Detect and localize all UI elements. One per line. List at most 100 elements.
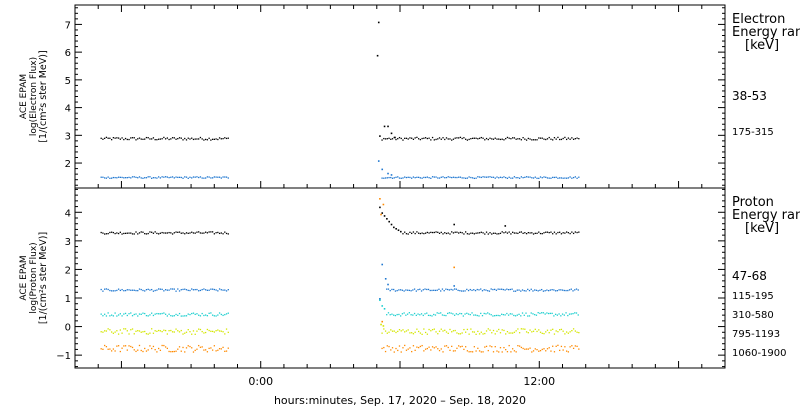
proton-series-1060-1900-point [513,350,516,352]
proton-series-795-1193-point [538,329,540,331]
proton-series-115-195-point [516,289,518,291]
proton-series-310-580-point [495,314,498,317]
proton-series-795-1193-point [194,333,196,335]
proton-series-115-195-point [541,288,543,291]
electron-ylabel-line: ACE EPAM [19,74,29,119]
proton-series-310-580-point [196,313,198,315]
proton-series-795-1193-point [211,330,214,333]
electron-series-175-315-point [199,176,202,178]
proton-series-795-1193-point [100,331,102,333]
proton-series-1060-1900-point [192,351,195,353]
proton-series-310-580-point [413,312,416,315]
proton-series-310-580-point [205,314,207,316]
proton-series-47-68-point [182,232,184,234]
proton-series-47-68-point [191,231,193,233]
proton-series-310-580-point [170,315,172,317]
proton-series-310-580-point [488,313,491,315]
electron-series-38-53-point [203,139,205,141]
electron-series-175-315-point [180,176,182,179]
proton-series-795-1193-point [220,330,222,332]
electron-series-38-53-point [177,137,179,140]
electron-series-38-53-point [421,137,423,140]
proton-series-1060-1900-point [518,345,521,347]
proton-series-1060-1900-point [201,346,203,348]
electron-series-175-315-point [201,177,203,179]
proton-series-115-195-point [490,288,492,290]
electron-series-38-53-point [546,138,549,140]
proton-legend-title: Proton [732,195,774,210]
electron-series-175-315-point [578,176,580,178]
proton-series-47-68-point [536,232,538,235]
proton-series-1060-1900-point [144,347,146,350]
proton-series-1060-1900-point [517,345,519,347]
proton-series-47-68-point [145,233,148,235]
proton-series-115-195-point [187,289,189,292]
proton-series-115-195-point [424,288,426,290]
proton-series-47-68-point [201,232,203,234]
proton-series-115-195-point [469,288,471,291]
proton-series-115-195-point [429,289,431,292]
proton-series-1060-1900-point [529,347,531,349]
proton-series-795-1193-point [494,333,496,335]
proton-series-310-580-point [144,312,146,315]
proton-series-47-68-point [518,231,521,233]
proton-series-1060-1900-point [522,347,524,350]
proton-series-115-195-point [544,290,546,292]
proton-series-310-580-point [445,314,447,317]
electron-series-38-53-point [100,137,102,139]
proton-series-310-580-point [135,313,137,315]
proton-series-115-195-point [177,288,179,290]
proton-series-115-195-point [192,289,195,291]
proton-series-47-68-point [133,233,135,235]
proton-series-115-195-point [142,289,144,292]
proton-series-310-580-point [420,313,423,315]
electron-series-175-315-point [117,176,120,178]
proton-series-310-580-point [565,312,567,314]
proton-series-47-68-point [445,232,448,235]
electron-series-38-53-point [411,137,413,139]
proton-series-115-195-point [433,289,435,291]
proton-series-115-195-point [116,289,118,292]
electron-series-175-315-point [461,177,463,179]
proton-series-47-68-point [538,231,540,233]
proton-series-310-580-point [499,315,501,317]
proton-series-795-1193-point [576,331,578,333]
electron-series-38-53-point [503,139,505,141]
proton-series-1060-1900-point [543,348,545,350]
proton-series-795-1193-point [447,332,449,334]
electron-series-175-315-point [140,177,142,179]
proton-series-1060-1900-point [424,348,427,350]
proton-series-115-195-point [419,288,421,290]
proton-series-795-1193-point [489,329,491,331]
proton-series-795-1193-point [454,329,456,332]
proton-series-310-580-point [511,313,513,315]
proton-series-115-195-point [520,290,522,292]
electron-series-175-315-point [543,176,545,178]
proton-series-310-580-point [408,312,411,314]
proton-series-310-580-point [436,312,438,314]
proton-series-310-580-point [112,315,115,317]
proton-series-47-68-point [386,218,388,220]
proton-series-1060-1900-point [128,345,130,347]
electron-series-175-315-point [426,176,428,178]
electron-series-38-53-point [475,137,477,139]
electron-series-175-315-point [492,176,495,178]
electron-series-38-53-point [468,138,470,141]
proton-series-115-195-point [457,289,459,292]
proton-series-1060-1900-point [470,351,472,353]
proton-series-115-195-point [514,290,517,292]
proton-series-310-580-point [546,312,548,314]
proton-series-47-68-point [112,231,115,234]
proton-series-795-1193-point [552,328,554,330]
proton-series-115-195-point [445,288,447,290]
proton-series-47-68-point [114,232,116,235]
proton-series-1060-1900-point [477,347,479,349]
electron-series-38-53-point [416,136,418,139]
proton-series-310-580-point [177,314,179,317]
electron-series-175-315-point [395,176,397,179]
proton-series-795-1193-point [557,331,559,333]
proton-series-47-68-point [458,232,460,234]
electron-series-175-315-point [517,177,519,179]
proton-series-310-580-point [206,315,209,317]
electron-series-175-315-point [557,177,559,179]
